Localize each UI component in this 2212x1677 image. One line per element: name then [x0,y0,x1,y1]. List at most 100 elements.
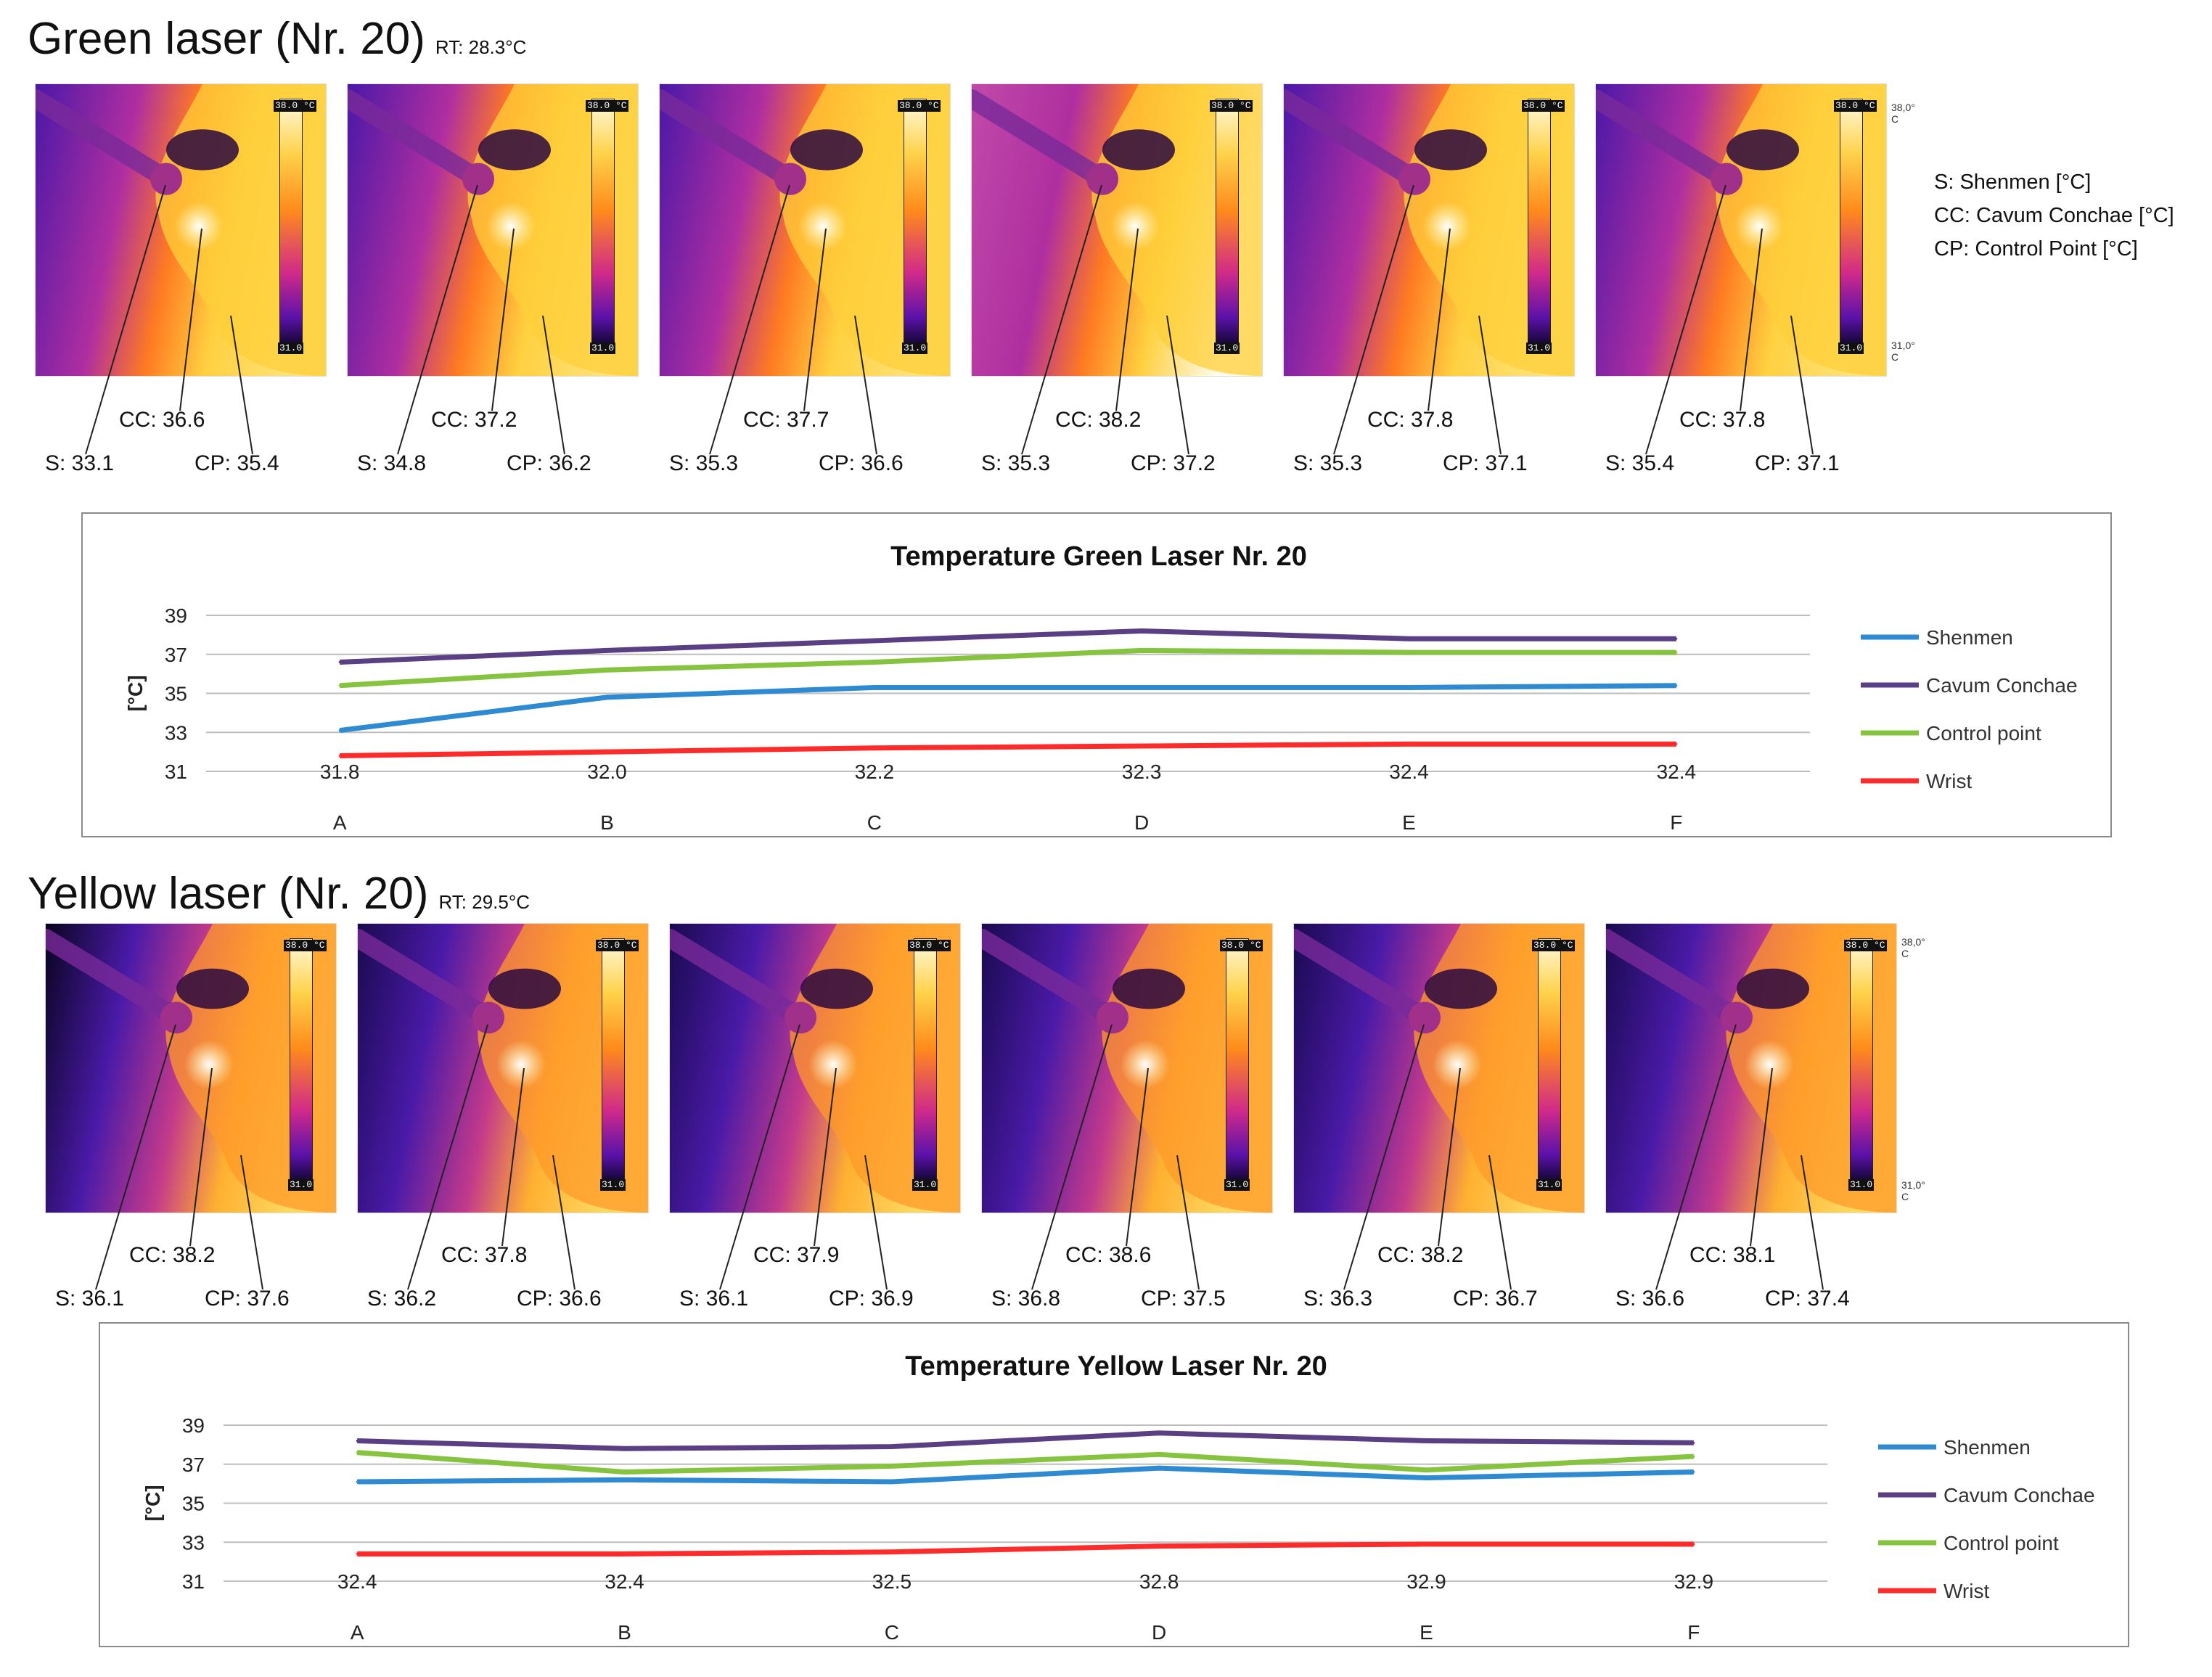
thermal-face-picture [1284,84,1574,376]
temperature-scale-bar [1840,99,1863,348]
leader-s [397,184,478,455]
leader-cc [501,1067,525,1247]
green-section-title: Green laser (Nr. 20) RT: 28.3°C [28,13,526,65]
key-control-point: CP: Control Point [°C] [1934,237,2138,261]
yellow-room-temp: RT: 29.5°C [438,891,531,913]
data-label: 32.2 [855,760,895,783]
leader-cc [189,1067,213,1247]
data-point [1140,630,1143,632]
scale-max-label: 38.0 °C [908,940,951,951]
scale-ext-bottom: 31,0° C [1891,340,1915,363]
cp-value-label: CP: 37.2 [1131,451,1216,475]
cc-value-label: CC: 37.8 [441,1243,528,1267]
leader-cc [1438,1067,1461,1247]
s-value-label: S: 34.8 [357,451,427,475]
leader-cc [491,228,515,411]
data-point [623,1471,626,1473]
s-value-label: S: 36.2 [367,1287,437,1311]
data-point [338,661,341,663]
temperature-scale-bar [591,99,615,348]
thermal-image: 38.0 °C 31.0 [45,923,337,1213]
data-label: 32.4 [1389,760,1429,783]
data-point [1158,1545,1160,1548]
data-point [606,649,608,652]
data-point [873,639,876,642]
cp-value-label: CP: 36.6 [517,1287,602,1311]
leader-cp [542,315,565,455]
data-point [606,696,608,699]
scale-min-label: 31.0 [288,1179,314,1191]
scale-max-label: 38.0 °C [1220,940,1263,951]
scale-max-label: 38.0 °C [1522,100,1565,112]
cc-value-label: CC: 37.9 [753,1243,840,1267]
data-point [1408,651,1410,654]
legend-label: Wrist [1943,1580,1989,1602]
thermal-image: 38.0 °C 31.0 [357,923,649,1213]
cc-value-label: CC: 38.2 [129,1243,216,1267]
leader-cc [179,228,202,411]
thermal-image: 38.0 °C 31.0 [347,83,639,377]
s-value-label: S: 36.8 [991,1287,1061,1311]
leader-s [719,1024,800,1290]
thermal-image: 38.0 °C 31.0 [669,923,961,1213]
cp-value-label: CP: 35.4 [194,451,279,475]
yellow-section-title: Yellow laser (Nr. 20) RT: 29.5°C [28,868,530,919]
y-tick-label: 35 [165,683,187,705]
cp-value-label: CP: 37.5 [1141,1287,1226,1311]
data-point [1425,1440,1427,1442]
data-label: 32.4 [1657,760,1697,783]
leader-s [1031,1024,1113,1290]
green-title-text: Green laser (Nr. 20) [28,14,425,64]
s-value-label: S: 36.3 [1303,1287,1373,1311]
data-point [1692,1455,1695,1458]
s-value-label: S: 33.1 [45,451,115,475]
cp-value-label: CP: 36.7 [1453,1287,1538,1311]
leader-s [1655,1024,1737,1290]
legend-label: Control point [1926,722,2041,745]
x-tick-label: A [333,811,347,834]
leader-cc [814,1067,837,1247]
cp-value-label: CP: 37.4 [1765,1287,1850,1311]
data-point [606,668,608,671]
temperature-scale-bar [1216,99,1239,348]
data-point [338,729,341,732]
data-point [1140,686,1143,689]
data-label: 32.4 [605,1570,644,1593]
data-point [623,1552,626,1555]
leader-cc [1427,228,1451,411]
data-point [890,1480,893,1483]
s-value-label: S: 35.4 [1605,451,1675,475]
legend-label: Control point [1943,1532,2059,1554]
s-value-label: S: 35.3 [1293,451,1363,475]
leader-cp [1488,1155,1512,1290]
data-point [873,661,876,663]
abbreviation-key: S: Shenmen [°C] CC: Cavum Conchae [°C] C… [1934,165,2174,266]
thermal-image: 38.0 °C 31.0 [1605,923,1897,1213]
data-label: 32.9 [1674,1570,1714,1593]
data-point [1158,1432,1160,1435]
s-value-label: S: 35.3 [669,451,739,475]
data-point [1408,637,1410,640]
scale-min-label: 31.0 [1224,1179,1250,1191]
leader-cp [552,1155,575,1290]
data-point [356,1480,359,1483]
scale-max-label: 38.0 °C [1844,940,1887,951]
data-label: 32.5 [872,1570,912,1593]
leader-cp [864,1155,888,1290]
scale-min-label: 31.0 [1214,343,1240,354]
scale-min-label: 31.0 [902,343,928,354]
x-tick-label: E [1420,1621,1433,1644]
thermal-image: 38.0 °C 31.0 [1283,83,1575,377]
temperature-scale-bar [914,938,937,1185]
x-tick-label: A [351,1621,364,1644]
scale-min-label: 31.0 [1838,343,1864,354]
cp-value-label: CP: 37.1 [1755,451,1840,475]
data-label: 32.3 [1122,760,1162,783]
scale-max-label: 38.0 °C [898,100,941,112]
chart-title: Temperature Green Laser Nr. 20 [890,541,1307,572]
x-tick-label: F [1687,1621,1700,1644]
cc-value-label: CC: 37.8 [1367,408,1454,432]
leader-s [1645,184,1726,455]
data-point [890,1446,893,1448]
